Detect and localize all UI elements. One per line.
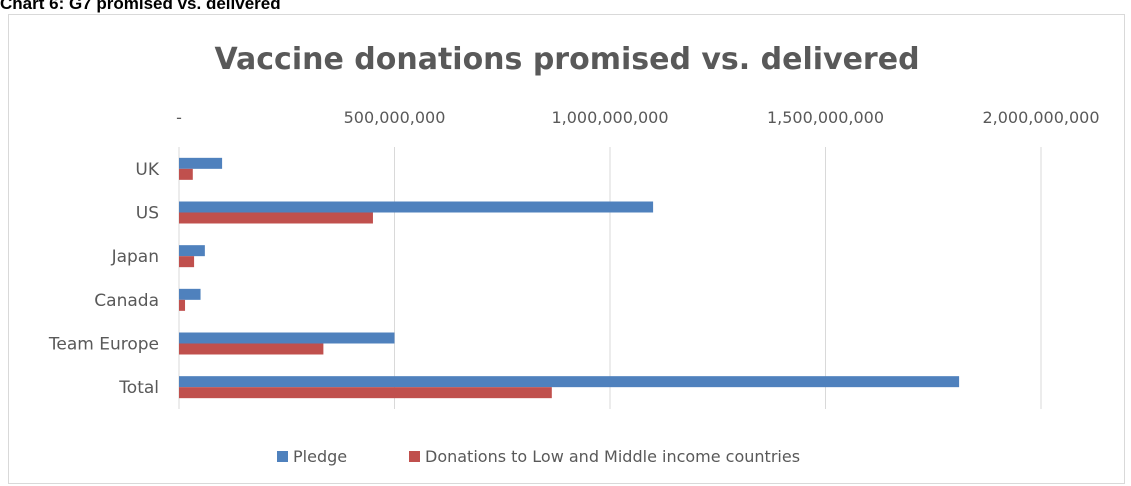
x-tick-label: 1,500,000,000 (767, 108, 884, 127)
category-label: UK (135, 160, 159, 180)
bar-pledge (179, 245, 205, 257)
category-label: Japan (111, 247, 159, 267)
legend-swatch (409, 451, 420, 462)
bar-pledge (179, 157, 223, 169)
legend-label: Pledge (293, 447, 347, 466)
legend-swatch (277, 451, 288, 462)
category-labels: UK US Japan Canada Team Europe Total (48, 160, 160, 398)
bar-chart: Vaccine donations promised vs. delivered… (48, 42, 1100, 466)
bar-pledge (179, 332, 395, 344)
x-tick-label: 500,000,000 (344, 108, 446, 127)
chart-caption: Chart 6: G7 promised vs. delivered (0, 0, 281, 13)
category-label: Total (118, 378, 159, 398)
chart-title: Vaccine donations promised vs. delivered (214, 42, 919, 77)
category-label: Canada (94, 291, 159, 311)
bar-donations (179, 343, 324, 355)
chart-frame: Vaccine donations promised vs. delivered… (8, 14, 1125, 484)
bar-pledge (179, 376, 960, 388)
bars (179, 157, 960, 399)
legend-label: Donations to Low and Middle income count… (425, 447, 800, 466)
bar-donations (179, 387, 552, 399)
grid-lines (178, 147, 1042, 409)
x-axis-ticks: - 500,000,000 1,000,000,000 1,500,000,000 2,… (176, 108, 1099, 127)
bar-pledge (179, 288, 201, 300)
category-label: Team Europe (48, 335, 159, 355)
x-tick-label: 1,000,000,000 (551, 108, 668, 127)
bar-donations (179, 299, 186, 311)
bar-donations (179, 168, 193, 180)
bar-pledge (179, 201, 654, 213)
bar-donations (179, 212, 373, 224)
bar-donations (179, 256, 195, 268)
legend: Pledge Donations to Low and Middle income… (277, 447, 800, 466)
x-tick-label: 2,000,000,000 (982, 108, 1099, 127)
x-tick-label: - (176, 108, 182, 127)
category-label: US (136, 204, 159, 224)
